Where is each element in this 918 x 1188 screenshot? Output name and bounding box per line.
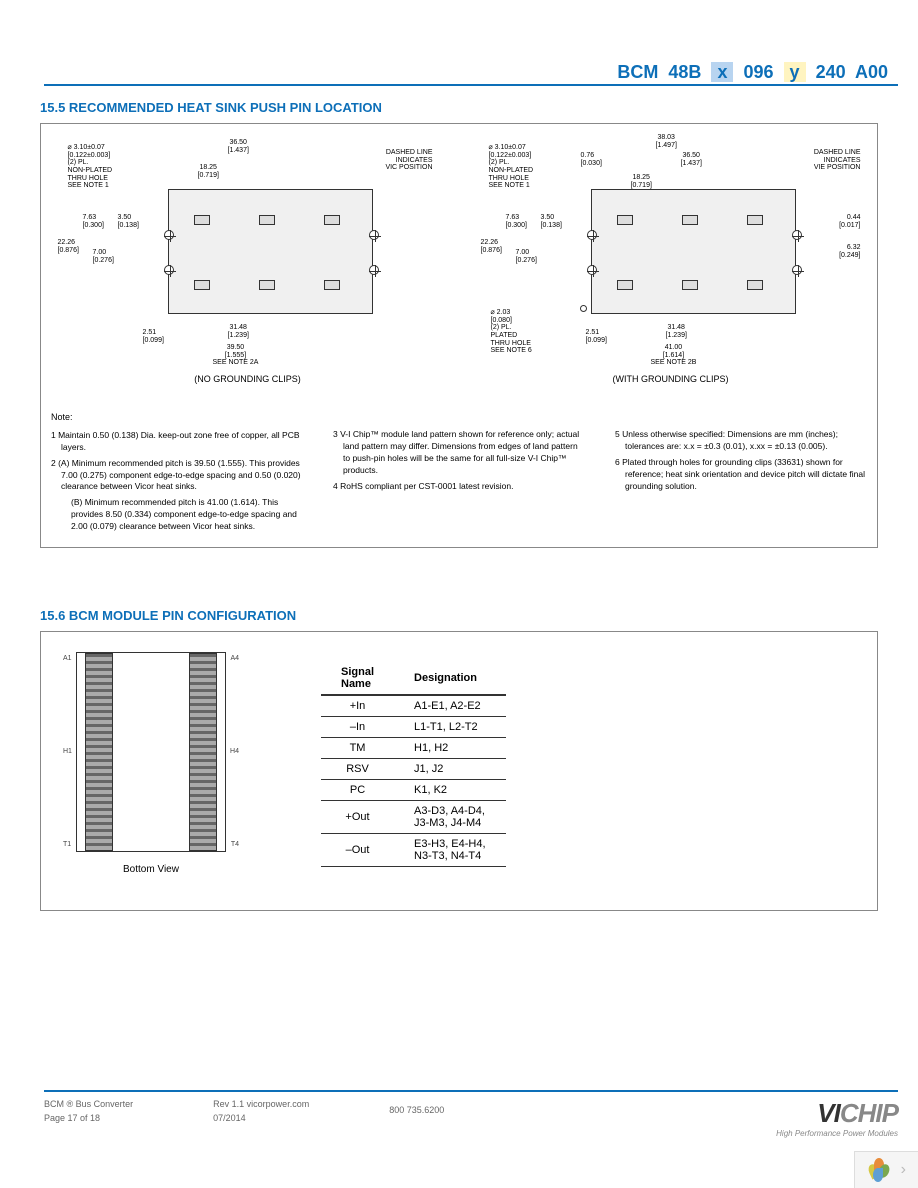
dim-botbr: 31.48 [1.239] (666, 324, 687, 339)
dashed-note-r: DASHED LINE INDICATES VIE POSITION (814, 149, 861, 172)
table-row: –InL1-T1, L2-T2 (321, 717, 506, 738)
designation-cell: L1-T1, L2-T2 (394, 717, 506, 738)
dim-bota-l: 2.51 [0.099] (143, 329, 164, 344)
signal-name-cell: PC (321, 780, 394, 801)
note-1: 1 Maintain 0.50 (0.138) Dia. keep-out zo… (51, 430, 303, 454)
dim-mid-width-r: 36.50 [1.437] (681, 152, 702, 167)
bottom-view-label: Bottom View (61, 864, 241, 875)
pin-strip-right (189, 653, 217, 851)
pn-x: x (711, 62, 733, 82)
table-row: +InA1-E1, A2-E2 (321, 695, 506, 717)
corner-widget[interactable]: › (854, 1151, 918, 1188)
dim-lc: 22.26 [0.876] (58, 239, 79, 254)
designation-cell: A1-E1, A2-E2 (394, 695, 506, 717)
module-bottom-view: A1 H1 T1 A4 H4 T4 Bottom View (61, 652, 241, 875)
page-footer: BCM ® Bus Converter Page 17 of 18 Rev 1.… (44, 1090, 898, 1138)
logo-text: VICHIP (776, 1098, 898, 1129)
dim-botcr: 41.00 [1.614] SEE NOTE 2B (651, 344, 697, 367)
signal-name-cell: RSV (321, 759, 394, 780)
pn-48b: 48B (668, 62, 701, 82)
designation-cell: J1, J2 (394, 759, 506, 780)
dim-ra1: 7.63 [0.300] (506, 214, 527, 229)
note-2b: (B) Minimum recommended pitch is 41.00 (… (51, 497, 303, 533)
footer-product: BCM ® Bus Converter (44, 1098, 133, 1112)
table-row: TMH1, H2 (321, 738, 506, 759)
dim-ra2: 3.50 [0.138] (541, 214, 562, 229)
flower-icon (867, 1158, 891, 1182)
dim-offset-r: 0.76 [0.030] (581, 152, 602, 167)
th-signal-name: Signal Name (321, 662, 394, 695)
dashed-note-l: DASHED LINE INDICATES VIC POSITION (385, 149, 432, 172)
footer-logo: VICHIP High Performance Power Modules (776, 1098, 898, 1138)
note-2a: 2 (A) Minimum recommended pitch is 39.50… (51, 458, 303, 494)
dim-botc-l: 39.50 [1.555] SEE NOTE 2A (213, 344, 259, 367)
signal-name-cell: +Out (321, 801, 394, 834)
dim-mid-width-l: 18.25 [0.719] (198, 164, 219, 179)
notes-title: Note: (51, 411, 303, 424)
pn-096: 096 (743, 62, 773, 82)
footer-phone: 800 735.6200 (389, 1104, 444, 1118)
designation-cell: E3-H3, E4-H4, N3-T3, N4-T4 (394, 834, 506, 867)
dim-ra3: 22.26 [0.876] (481, 239, 502, 254)
section-155-title: 15.5 RECOMMENDED HEAT SINK PUSH PIN LOCA… (40, 100, 878, 115)
footer-page: Page 17 of 18 (44, 1112, 133, 1126)
dim-rr1: 0.44 [0.017] (839, 214, 860, 229)
caption-no-grounding: (NO GROUNDING CLIPS) (58, 374, 438, 384)
dim-rr2: 6.32 [0.249] (839, 244, 860, 259)
part-number-header: BCM 48B x 096 y 240 A00 (44, 62, 898, 86)
dim-botb-l: 31.48 [1.239] (228, 324, 249, 339)
note-6: 6 Plated through holes for grounding cli… (615, 457, 867, 493)
designation-cell: H1, H2 (394, 738, 506, 759)
drawing-with-grounding: 38.03 [1.497] 36.50 [1.437] 18.25 [0.719… (481, 134, 861, 384)
dim-inner-r: 18.25 [0.719] (631, 174, 652, 189)
dim-botar: 2.51 [0.099] (586, 329, 607, 344)
table-row: +OutA3-D3, A4-D4, J3-M3, J4-M4 (321, 801, 506, 834)
designation-cell: K1, K2 (394, 780, 506, 801)
caption-with-grounding: (WITH GROUNDING CLIPS) (481, 374, 861, 384)
pin-config-box: A1 H1 T1 A4 H4 T4 Bottom View Signal Nam… (40, 631, 878, 911)
signal-name-cell: TM (321, 738, 394, 759)
note-4: 4 RoHS compliant per CST-0001 latest rev… (333, 481, 585, 493)
footer-date: 07/2014 (213, 1112, 309, 1126)
notes-block: Note: 1 Maintain 0.50 (0.138) Dia. keep-… (51, 411, 867, 537)
footer-rev: Rev 1.1 vicorpower.com (213, 1098, 309, 1112)
module-outline-left (168, 189, 373, 314)
dim-ra4: 7.00 [0.276] (516, 249, 537, 264)
logo-tagline: High Performance Power Modules (776, 1129, 898, 1138)
pn-a00: A00 (855, 62, 888, 82)
designation-cell: A3-D3, A4-D4, J3-M3, J4-M4 (394, 801, 506, 834)
pn-y: y (784, 62, 806, 82)
dim-ld: 7.00 [0.276] (93, 249, 114, 264)
dim-top-width-r: 38.03 [1.497] (656, 134, 677, 149)
heat-sink-diagram-box: 36.50 [1.437] 18.25 [0.719] DASHED LINE … (40, 123, 878, 548)
pn-240: 240 (816, 62, 846, 82)
module-outline-right (591, 189, 796, 314)
note-3: 3 V-I Chip™ module land pattern shown fo… (333, 429, 585, 477)
note-5: 5 Unless otherwise specified: Dimensions… (615, 429, 867, 453)
hole-dia-r: ⌀ 3.10±0.07 [0.122±0.003] (2) PL. NON-PL… (489, 144, 534, 190)
signal-name-cell: –In (321, 717, 394, 738)
pin-config-table: Signal Name Designation +InA1-E1, A2-E2–… (321, 662, 506, 867)
pin-strip-left (85, 653, 113, 851)
pn-bcm: BCM (617, 62, 658, 82)
chevron-right-icon[interactable]: › (901, 1161, 906, 1179)
signal-name-cell: –Out (321, 834, 394, 867)
hole-dia2-r: ⌀ 2.03 [0.080] (2) PL. PLATED THRU HOLE … (491, 309, 532, 355)
th-designation: Designation (394, 662, 506, 695)
table-row: RSVJ1, J2 (321, 759, 506, 780)
signal-name-cell: +In (321, 695, 394, 717)
table-row: –OutE3-H3, E4-H4, N3-T3, N4-T4 (321, 834, 506, 867)
drawing-no-grounding: 36.50 [1.437] 18.25 [0.719] DASHED LINE … (58, 134, 438, 384)
dim-lb: 3.50 [0.138] (118, 214, 139, 229)
section-156-title: 15.6 BCM MODULE PIN CONFIGURATION (40, 608, 878, 623)
dim-top-width-l: 36.50 [1.437] (228, 139, 249, 154)
hole-dia-l: ⌀ 3.10±0.07 [0.122±0.003] (2) PL. NON-PL… (68, 144, 113, 190)
table-row: PCK1, K2 (321, 780, 506, 801)
dim-la: 7.63 [0.300] (83, 214, 104, 229)
